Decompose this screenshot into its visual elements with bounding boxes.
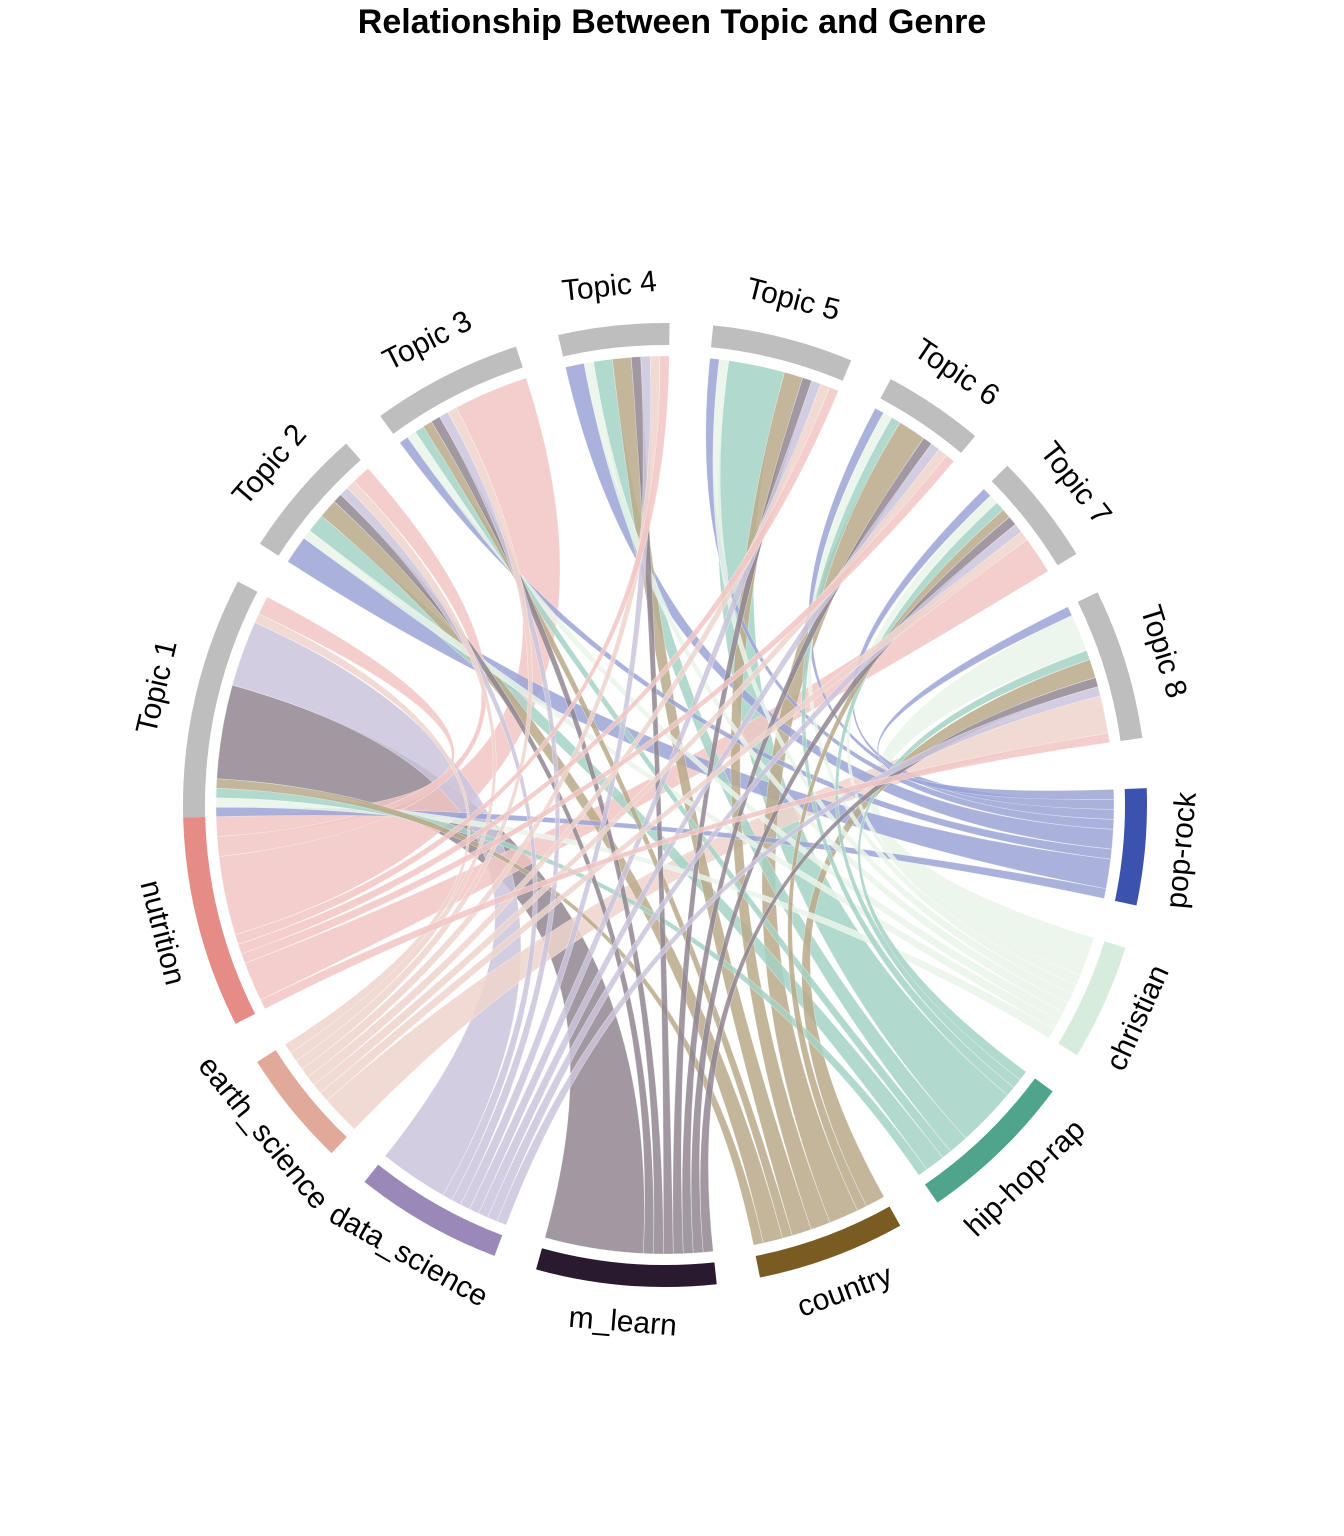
ribbon-topic-8-nutrition — [260, 732, 1110, 1010]
chart-title: Relationship Between Topic and Genre — [357, 3, 987, 41]
sector-christian — [1058, 941, 1126, 1056]
sector-topic-1 — [183, 581, 258, 818]
label-topic-1: Topic 1 — [130, 637, 184, 737]
ribbon-topic-8-data_science — [496, 686, 1101, 1226]
ribbon-topic-2-nutrition — [216, 467, 487, 857]
label-topic-8: Topic 8 — [1134, 601, 1193, 702]
ribbon-topic-6-nutrition — [240, 454, 955, 964]
label-country: country — [793, 1259, 897, 1324]
ribbon-topic-8-christian — [870, 614, 1095, 976]
label-m_learn: m_learn — [567, 1301, 678, 1343]
label-nutrition: nutrition — [133, 877, 191, 989]
sector-topic-6 — [880, 379, 976, 453]
sector-earth_science — [257, 1050, 347, 1154]
sector-country — [755, 1206, 901, 1278]
ribbon-topic-8-pop-rock — [877, 606, 1115, 800]
label-topic-4: Topic 4 — [560, 265, 658, 308]
label-hip-hop-rap: hip-hop-rap — [958, 1113, 1091, 1243]
label-topic-5: Topic 5 — [743, 272, 843, 327]
sector-topic-3 — [380, 346, 523, 434]
label-data_science: data_science — [324, 1198, 494, 1314]
sector-hip-hop-rap — [924, 1078, 1053, 1203]
sector-pop-rock — [1114, 788, 1147, 906]
sector-nutrition — [183, 817, 256, 1024]
sector-m_learn — [536, 1248, 717, 1288]
sector-data_science — [364, 1164, 503, 1256]
chord-sectors — [183, 323, 1147, 1288]
sector-topic-2 — [259, 443, 361, 556]
label-pop-rock: pop-rock — [1160, 790, 1203, 910]
ribbon-topic-7-earth_science — [319, 531, 1028, 1101]
chord-ribbons — [215, 355, 1115, 1255]
sector-topic-5 — [710, 325, 852, 381]
sector-topic-7 — [991, 465, 1077, 566]
sector-topic-4 — [558, 323, 670, 357]
label-topic-3: Topic 3 — [377, 304, 477, 377]
sector-topic-8 — [1077, 592, 1143, 741]
